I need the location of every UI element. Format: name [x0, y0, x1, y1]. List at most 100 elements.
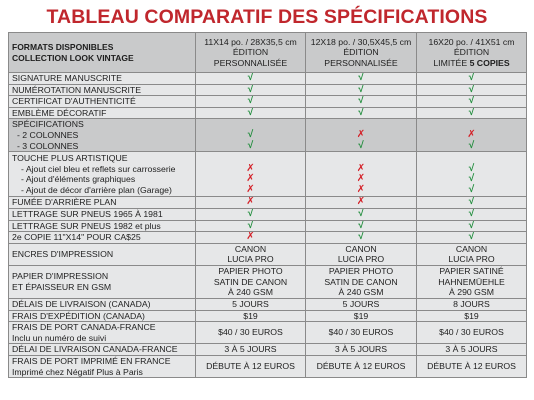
spec-value-cell: √	[305, 83, 417, 97]
check-icon: √	[358, 107, 364, 118]
spec-value-text: $19	[464, 310, 479, 321]
spec-value-cell: $19	[195, 309, 306, 323]
spec-label-text: PAPIER D'IMPRESSION	[12, 271, 109, 282]
spec-value-cell: $40 / 30 EUROS	[305, 321, 417, 345]
check-icon: √	[358, 220, 364, 231]
spec-value-cell: ✗ √	[305, 118, 417, 153]
spec-value-cell: $40 / 30 EUROS	[195, 321, 306, 345]
spec-row-label: DÉLAIS DE LIVRAISON (CANADA)	[8, 297, 196, 311]
spec-label-text: NUMÉROTATION MANUSCRITE	[12, 84, 142, 95]
cross-icon: ✗	[246, 231, 255, 243]
spec-value-text: CANON	[345, 243, 377, 254]
spec-value-cell: ✗ ✗ ✗	[305, 151, 417, 198]
spec-value-text: LUCIA PRO	[448, 254, 495, 265]
spec-row-label: PAPIER D'IMPRESSION ET ÉPAISSEUR EN GSM	[8, 264, 196, 299]
header-format-small: 11X14 po. / 28X35,5 cm ÉDITION PERSONNAL…	[195, 32, 306, 73]
spec-label-text: FRAIS DE PORT IMPRIMÉ EN FRANCE	[12, 355, 171, 366]
spec-table-body: FORMATS DISPONIBLES COLLECTION LOOK VINT…	[8, 32, 527, 379]
spec-value-cell: √	[305, 72, 417, 85]
spec-value-cell: √	[416, 83, 527, 97]
spec-row: FRAIS D'EXPÉDITION (CANADA) $19 $19 $19	[8, 309, 527, 323]
spec-value-text: 8 JOURS	[453, 298, 490, 309]
spec-row-label: 2e COPIE 11"X14" POUR CA$25	[8, 231, 196, 244]
spec-row: LETTRAGE SUR PNEUS 1965 À 1981 √ √ √	[8, 207, 527, 221]
check-icon: √	[247, 107, 254, 118]
spec-value-cell: √	[195, 72, 306, 85]
spec-value-cell: 5 JOURS	[195, 297, 306, 311]
header-label-line: COLLECTION LOOK VINTAGE	[12, 52, 134, 63]
check-icon: √	[358, 231, 364, 243]
check-icon: √	[468, 183, 475, 195]
spec-row: EMBLÈME DÉCORATIF √ √ √	[8, 106, 527, 120]
spec-value-text: $19	[353, 310, 369, 321]
spec-label-text: CERTIFICAT D'AUTHENTICITÉ	[12, 96, 136, 107]
edition-type: LIMITÉE 5 COPIES	[433, 57, 510, 68]
cross-icon: ✗	[356, 183, 366, 195]
spec-row-label: LETTRAGE SUR PNEUS 1965 À 1981	[8, 207, 196, 221]
spec-row-label: NUMÉROTATION MANUSCRITE	[8, 83, 196, 97]
check-icon: √	[247, 129, 254, 141]
spec-value-text: 3 À 5 JOURS	[224, 344, 277, 355]
cross-icon: ✗	[356, 173, 366, 185]
spec-row-label: ENCRES D'IMPRESSION	[8, 242, 196, 266]
spec-value-text: 3 À 5 JOURS	[334, 344, 388, 355]
cross-icon: ✗	[356, 129, 366, 141]
spec-label-text: EMBLÈME DÉCORATIF	[12, 107, 107, 118]
spec-row: LETTRAGE SUR PNEUS 1982 et plus √ √ √	[8, 219, 527, 233]
spec-value-text: HAHNEMÜEHLE	[438, 276, 505, 287]
spec-value-cell: √	[416, 95, 527, 108]
header-format-medium: 12X18 po. / 30,5X45,5 cm ÉDITION PERSONN…	[305, 32, 417, 73]
check-icon: √	[358, 139, 364, 151]
cross-icon: ✗	[246, 162, 255, 174]
spec-row-label: TOUCHE PLUS ARTISTIQUE - Ajout ciel bleu …	[8, 151, 196, 198]
spec-value-text: LUCIA PRO	[227, 254, 274, 265]
spec-value-cell: CANON LUCIA PRO	[305, 242, 417, 266]
spec-value-cell: √	[416, 106, 527, 120]
check-icon: √	[468, 72, 475, 83]
spec-value-cell: DÉBUTE À 12 EUROS	[416, 354, 527, 379]
spec-row: PAPIER D'IMPRESSION ET ÉPAISSEUR EN GSM PA…	[8, 264, 527, 299]
check-icon: √	[247, 208, 254, 219]
spec-value-cell: √	[416, 219, 527, 233]
spec-value-cell: √	[416, 196, 527, 209]
check-icon: √	[247, 220, 254, 231]
spec-value-text: À 290 GSM	[449, 287, 494, 298]
spec-value-text: À 240 GSM	[228, 287, 273, 298]
spec-label-text: DÉLAIS DE LIVRAISON (CANADA)	[12, 298, 151, 309]
check-icon: √	[247, 95, 254, 107]
format-size: 11X14 po. / 28X35,5 cm	[204, 36, 297, 47]
spec-value-cell: 3 À 5 JOURS	[305, 343, 417, 356]
header-row: FORMATS DISPONIBLES COLLECTION LOOK VINT…	[8, 32, 527, 73]
spec-value-cell: DÉBUTE À 12 EUROS	[305, 354, 417, 379]
cross-icon: ✗	[467, 129, 476, 141]
cross-icon: ✗	[356, 196, 366, 208]
spec-row: ENCRES D'IMPRESSION CANON LUCIA PRO CANON LU…	[8, 242, 527, 266]
check-icon: √	[468, 95, 475, 107]
spec-value-cell: DÉBUTE À 12 EUROS	[195, 354, 306, 379]
spec-value-cell: ✗ √	[416, 118, 527, 153]
spec-value-text: DÉBUTE À 12 EUROS	[206, 361, 295, 372]
spec-value-text: PAPIER PHOTO	[218, 266, 283, 277]
page-title: TABLEAU COMPARATIF DES SPÉCIFICATIONS	[46, 6, 488, 28]
spec-label-text: FRAIS D'EXPÉDITION (CANADA)	[12, 310, 145, 321]
spec-row-label: FRAIS D'EXPÉDITION (CANADA)	[8, 309, 196, 323]
spec-row-label: LETTRAGE SUR PNEUS 1982 et plus	[8, 219, 196, 233]
spec-label-text: SIGNATURE MANUSCRITE	[12, 73, 122, 83]
check-icon: √	[468, 162, 475, 174]
spec-sublabel-text: - 3 COLONNES	[17, 140, 79, 151]
spec-label-text: FRAIS DE PORT CANADA-FRANCE	[12, 322, 156, 333]
spec-value-text: $19	[243, 310, 258, 321]
spec-row: SIGNATURE MANUSCRITE √ √ √	[8, 72, 527, 85]
check-icon: √	[358, 84, 364, 95]
spec-label-text: LETTRAGE SUR PNEUS 1982 et plus	[12, 220, 161, 231]
cross-icon: ✗	[356, 162, 366, 174]
spec-value-text: PAPIER SATINÉ	[439, 266, 504, 277]
spec-value-cell: PAPIER SATINÉ HAHNEMÜEHLE À 290 GSM	[416, 264, 527, 299]
spec-value-text: $40 / 30 EUROS	[218, 327, 283, 338]
spec-sublabel-text: - Ajout d'éléments graphiques	[21, 174, 136, 185]
spec-value-cell: √	[305, 231, 417, 244]
spec-row: FRAIS DE PORT CANADA-FRANCE Inclu un numé…	[8, 321, 527, 345]
spec-value-cell: ✗	[195, 196, 306, 209]
spec-row-label: EMBLÈME DÉCORATIF	[8, 106, 196, 120]
spec-value-cell: √	[305, 219, 417, 233]
